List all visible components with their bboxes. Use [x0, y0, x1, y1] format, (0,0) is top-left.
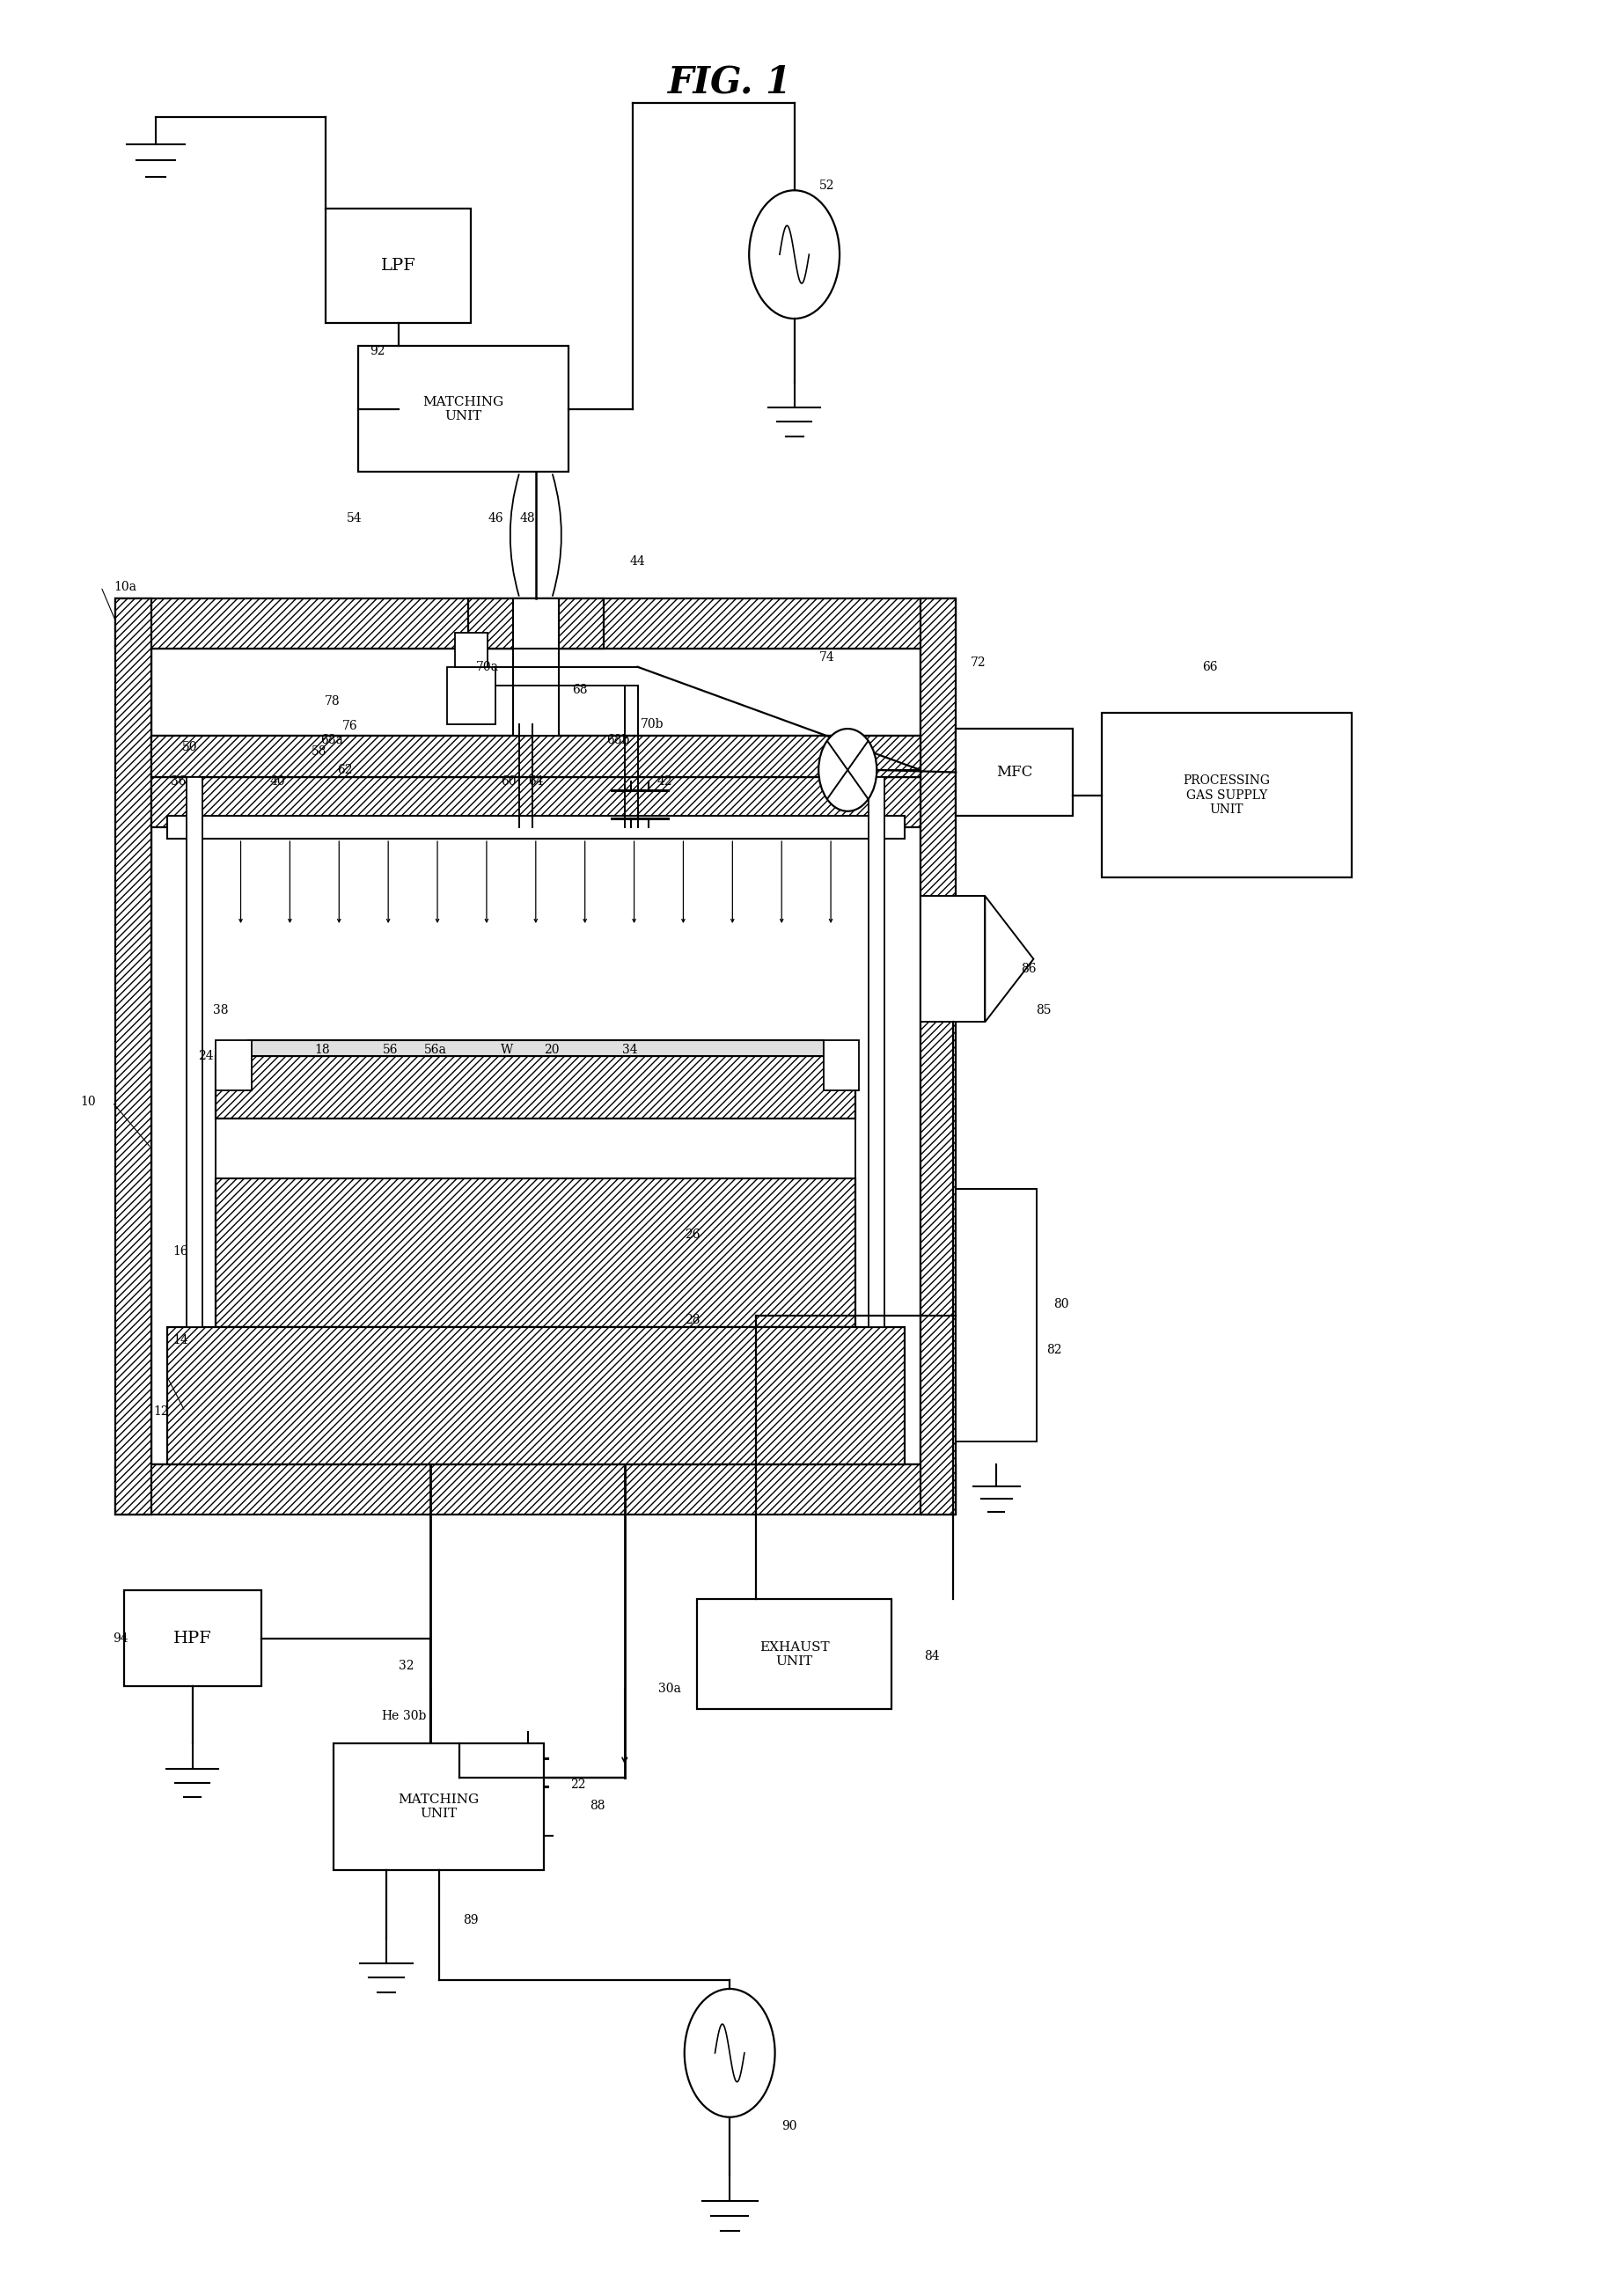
Text: 58: 58 [311, 746, 327, 758]
Text: W: W [501, 1042, 512, 1056]
Text: 80: 80 [1054, 1297, 1068, 1311]
Text: 40: 40 [269, 776, 285, 788]
Bar [151, 776, 921, 827]
Text: 30b: 30b [404, 1711, 426, 1722]
Bar [167, 1327, 905, 1465]
Bar [456, 631, 488, 666]
Text: 74: 74 [819, 652, 835, 664]
Text: 68: 68 [572, 684, 587, 696]
Text: 30a: 30a [658, 1683, 681, 1694]
Text: 36: 36 [170, 776, 186, 788]
Text: 44: 44 [631, 556, 645, 567]
Text: 54: 54 [347, 512, 363, 523]
Text: 24: 24 [198, 1049, 214, 1063]
Text: 82: 82 [1047, 1343, 1062, 1355]
Bar [358, 347, 567, 473]
Text: 60: 60 [501, 776, 515, 788]
Bar [151, 647, 921, 1465]
Bar [921, 895, 986, 1022]
Bar [115, 1465, 956, 1515]
Text: 68b: 68b [606, 735, 631, 746]
Text: 22: 22 [571, 1779, 585, 1791]
Polygon shape [986, 895, 1034, 1022]
Bar [334, 1743, 543, 1869]
Text: 12: 12 [152, 1405, 169, 1417]
Text: MATCHING
UNIT: MATCHING UNIT [423, 395, 504, 422]
Text: 32: 32 [399, 1660, 415, 1671]
Text: EXHAUST
UNIT: EXHAUST UNIT [759, 1642, 830, 1667]
Text: 42: 42 [657, 776, 673, 788]
Text: 28: 28 [684, 1313, 700, 1327]
Bar [167, 815, 905, 838]
Text: 46: 46 [488, 512, 503, 523]
Bar [956, 1189, 1037, 1442]
Text: 14: 14 [172, 1334, 188, 1348]
Bar [123, 1591, 261, 1685]
Text: 86: 86 [1021, 962, 1036, 976]
Bar [216, 1040, 251, 1091]
Text: 70a: 70a [477, 661, 499, 673]
Text: HPF: HPF [173, 1630, 212, 1646]
Text: 56: 56 [383, 1042, 399, 1056]
Bar [697, 1600, 892, 1708]
Text: 18: 18 [314, 1042, 331, 1056]
Text: FIG. 1: FIG. 1 [668, 64, 791, 101]
Bar [115, 599, 151, 1515]
Bar [115, 599, 956, 647]
Text: MFC: MFC [995, 765, 1033, 781]
Text: 64: 64 [528, 776, 543, 788]
Bar [216, 1178, 856, 1327]
Text: 72: 72 [971, 657, 986, 668]
Text: 88: 88 [590, 1800, 605, 1812]
Bar [151, 735, 921, 776]
Text: LPF: LPF [381, 257, 417, 273]
Bar [326, 209, 472, 324]
Bar [186, 776, 203, 1327]
Text: 56a: 56a [425, 1042, 447, 1056]
Bar [151, 647, 921, 735]
Bar [514, 647, 558, 735]
Text: 84: 84 [924, 1651, 940, 1662]
Bar [248, 1040, 823, 1056]
Bar [216, 1118, 856, 1178]
Text: 20: 20 [545, 1042, 559, 1056]
Bar [921, 599, 956, 1515]
Text: 52: 52 [819, 179, 835, 193]
Text: 92: 92 [370, 344, 386, 356]
Text: 70b: 70b [640, 719, 663, 730]
Bar [956, 728, 1073, 815]
Text: 10: 10 [81, 1095, 96, 1109]
Bar [514, 599, 558, 647]
Text: 34: 34 [622, 1042, 637, 1056]
Text: 78: 78 [324, 696, 340, 707]
Text: 66: 66 [1203, 661, 1217, 673]
Text: MATCHING
UNIT: MATCHING UNIT [399, 1793, 480, 1821]
Circle shape [819, 728, 877, 810]
Text: 89: 89 [464, 1915, 478, 1926]
Text: 48: 48 [520, 512, 535, 523]
Text: 50: 50 [182, 742, 198, 753]
Text: 94: 94 [113, 1632, 128, 1644]
Text: 90: 90 [781, 2119, 798, 2133]
Bar [216, 1056, 856, 1118]
Text: 85: 85 [1036, 1003, 1050, 1017]
Bar [1101, 712, 1352, 877]
Text: 62: 62 [337, 765, 353, 776]
Bar [869, 776, 885, 1327]
Text: 76: 76 [342, 721, 358, 732]
Bar [823, 1040, 859, 1091]
Text: 38: 38 [212, 1003, 229, 1017]
Bar [468, 599, 603, 647]
Text: 10a: 10a [113, 581, 136, 592]
Text: 16: 16 [172, 1244, 188, 1258]
Text: He: He [381, 1711, 399, 1722]
Bar [447, 666, 496, 723]
Text: 26: 26 [684, 1228, 700, 1242]
Text: PROCESSING
GAS SUPPLY
UNIT: PROCESSING GAS SUPPLY UNIT [1183, 774, 1271, 815]
Text: 68a: 68a [321, 735, 344, 746]
